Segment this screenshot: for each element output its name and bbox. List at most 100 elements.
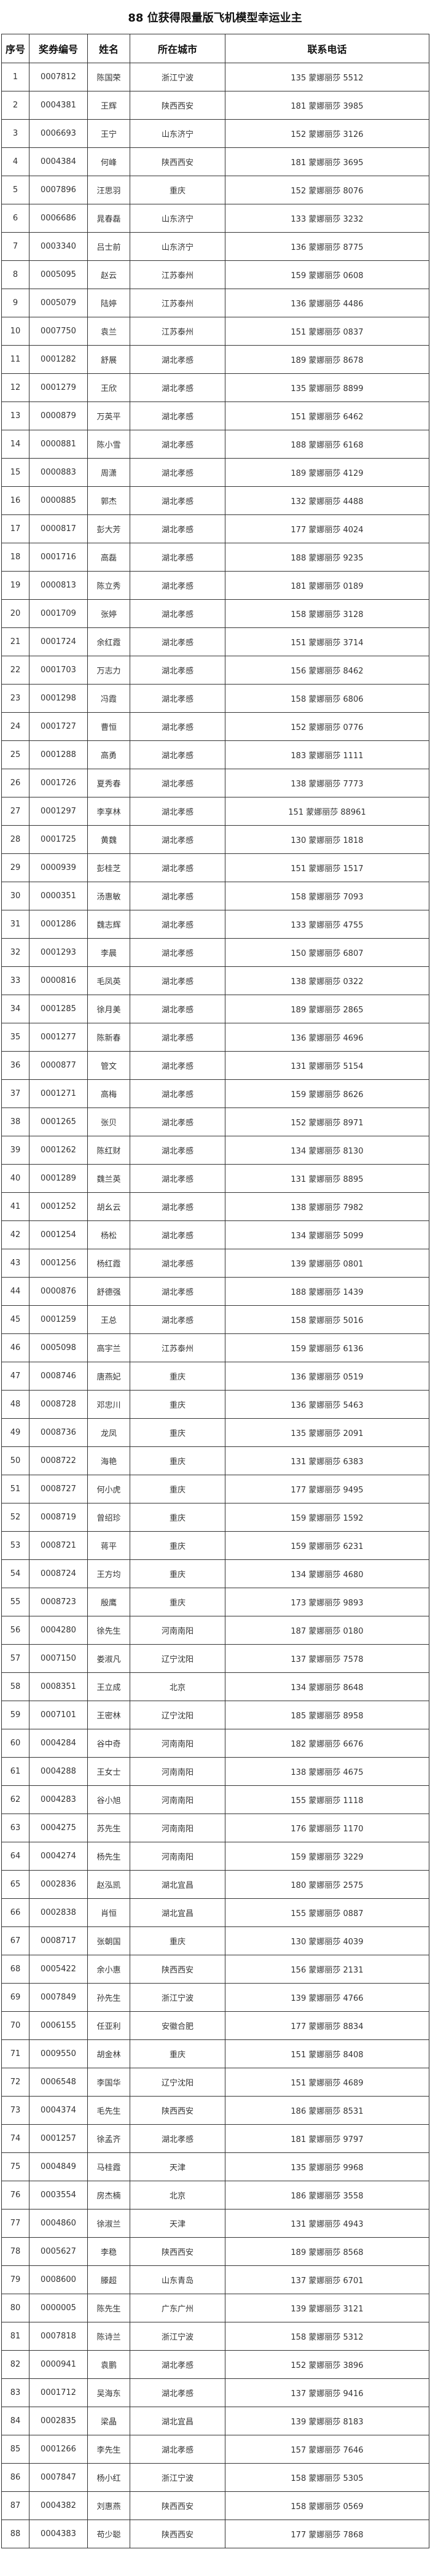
cell-ticket-number: 0001266 bbox=[29, 2435, 88, 2464]
cell-ticket-number: 0004288 bbox=[29, 1757, 88, 1786]
table-row: 21 0001724 余红霞 湖北孝感 151 蒙娜丽莎 3714 bbox=[1, 627, 429, 656]
cell-phone: 158 蒙娜丽莎 3128 bbox=[225, 599, 429, 628]
cell-phone: 189 蒙娜丽莎 2865 bbox=[225, 995, 429, 1023]
table-row: 59 0007101 王密林 辽宁沈阳 185 蒙娜丽莎 8958 bbox=[1, 1701, 429, 1729]
header-phone: 联系电话 bbox=[225, 34, 429, 63]
cell-phone: 135 蒙娜丽莎 5512 bbox=[225, 63, 429, 91]
cell-phone: 155 蒙娜丽莎 1118 bbox=[225, 1785, 429, 1814]
cell-city: 湖北孝感 bbox=[130, 373, 225, 402]
cell-ticket-number: 0009550 bbox=[29, 2039, 88, 2068]
cell-phone: 159 蒙娜丽莎 6231 bbox=[225, 1531, 429, 1560]
cell-city: 重庆 bbox=[130, 1362, 225, 1391]
cell-index: 57 bbox=[1, 1644, 29, 1673]
cell-index: 47 bbox=[1, 1362, 29, 1391]
cell-city: 湖北孝感 bbox=[130, 656, 225, 685]
cell-phone: 134 蒙娜丽莎 8130 bbox=[225, 1136, 429, 1165]
cell-ticket-number: 0004382 bbox=[29, 2491, 88, 2520]
cell-name: 王密林 bbox=[87, 1701, 130, 1729]
cell-phone: 151 蒙娜丽莎 88961 bbox=[225, 797, 429, 826]
cell-ticket-number: 0001254 bbox=[29, 1220, 88, 1249]
cell-city: 江苏泰州 bbox=[130, 289, 225, 317]
cell-name: 王立成 bbox=[87, 1672, 130, 1701]
cell-phone: 159 蒙娜丽莎 6136 bbox=[225, 1333, 429, 1362]
cell-phone: 158 蒙娜丽莎 0569 bbox=[225, 2491, 429, 2520]
cell-index: 41 bbox=[1, 1192, 29, 1221]
cell-city: 湖北孝感 bbox=[130, 402, 225, 430]
cell-phone: 152 蒙娜丽莎 0776 bbox=[225, 712, 429, 741]
cell-ticket-number: 0008746 bbox=[29, 1362, 88, 1391]
cell-city: 天津 bbox=[130, 2152, 225, 2181]
table-row: 52 0008719 曾绍珍 重庆 159 蒙娜丽莎 1592 bbox=[1, 1503, 429, 1532]
page-title: 88 位获得限量版飞机模型幸运业主 bbox=[128, 11, 302, 25]
cell-phone: 151 蒙娜丽莎 1517 bbox=[225, 853, 429, 882]
cell-city: 重庆 bbox=[130, 1926, 225, 1955]
cell-index: 29 bbox=[1, 853, 29, 882]
cell-phone: 156 蒙娜丽莎 8462 bbox=[225, 656, 429, 685]
cell-index: 55 bbox=[1, 1588, 29, 1616]
cell-city: 湖北孝感 bbox=[130, 1192, 225, 1221]
table-row: 64 0004274 杨先生 河南南阳 159 蒙娜丽莎 3229 bbox=[1, 1842, 429, 1871]
cell-ticket-number: 0001285 bbox=[29, 995, 88, 1023]
table-row: 8 0005095 赵云 江苏泰州 159 蒙娜丽莎 0608 bbox=[1, 260, 429, 289]
cell-name: 高梅 bbox=[87, 1079, 130, 1108]
cell-ticket-number: 0001288 bbox=[29, 740, 88, 769]
cell-city: 湖北孝感 bbox=[130, 571, 225, 600]
cell-city: 湖北孝感 bbox=[130, 2435, 225, 2464]
cell-city: 河南南阳 bbox=[130, 1842, 225, 1871]
table-row: 80 0000005 陈先生 广东广州 139 蒙娜丽莎 3121 bbox=[1, 2294, 429, 2322]
cell-index: 1 bbox=[1, 63, 29, 91]
cell-index: 16 bbox=[1, 486, 29, 515]
cell-index: 72 bbox=[1, 2068, 29, 2097]
table-row: 42 0001254 杨松 湖北孝感 134 蒙娜丽莎 5099 bbox=[1, 1220, 429, 1249]
cell-ticket-number: 0001709 bbox=[29, 599, 88, 628]
cell-name: 汤惠敏 bbox=[87, 882, 130, 910]
cell-name: 海艳 bbox=[87, 1446, 130, 1475]
cell-index: 50 bbox=[1, 1446, 29, 1475]
cell-name: 王总 bbox=[87, 1305, 130, 1334]
table-row: 30 0000351 汤惠敏 湖北孝感 158 蒙娜丽莎 7093 bbox=[1, 882, 429, 910]
cell-city: 重庆 bbox=[130, 1503, 225, 1532]
cell-ticket-number: 0001257 bbox=[29, 2124, 88, 2153]
table-row: 63 0004275 苏先生 河南南阳 176 蒙娜丽莎 1170 bbox=[1, 1814, 429, 1842]
cell-ticket-number: 0004283 bbox=[29, 1785, 88, 1814]
cell-name: 汪思羽 bbox=[87, 176, 130, 204]
cell-name: 周潇 bbox=[87, 458, 130, 487]
cell-name: 杨先生 bbox=[87, 1842, 130, 1871]
table-row: 58 0008351 王立成 北京 134 蒙娜丽莎 8648 bbox=[1, 1672, 429, 1701]
cell-ticket-number: 0004274 bbox=[29, 1842, 88, 1871]
cell-index: 13 bbox=[1, 402, 29, 430]
cell-phone: 159 蒙娜丽莎 8626 bbox=[225, 1079, 429, 1108]
cell-phone: 185 蒙娜丽莎 8958 bbox=[225, 1701, 429, 1729]
cell-phone: 130 蒙娜丽莎 4039 bbox=[225, 1926, 429, 1955]
table-row: 14 0000881 陈小雪 湖北孝感 188 蒙娜丽莎 6168 bbox=[1, 430, 429, 459]
cell-ticket-number: 0004384 bbox=[29, 147, 88, 176]
cell-name: 任亚利 bbox=[87, 2011, 130, 2040]
cell-phone: 187 蒙娜丽莎 0180 bbox=[225, 1616, 429, 1645]
cell-city: 湖北孝感 bbox=[130, 486, 225, 515]
cell-city: 陕西西安 bbox=[130, 91, 225, 120]
cell-index: 82 bbox=[1, 2350, 29, 2379]
cell-name: 王欣 bbox=[87, 373, 130, 402]
cell-city: 湖北孝感 bbox=[130, 882, 225, 910]
cell-name: 陈诗兰 bbox=[87, 2322, 130, 2351]
table-row: 37 0001271 高梅 湖北孝感 159 蒙娜丽莎 8626 bbox=[1, 1079, 429, 1108]
cell-phone: 183 蒙娜丽莎 1111 bbox=[225, 740, 429, 769]
table-row: 28 0001725 黄魏 湖北孝感 130 蒙娜丽莎 1818 bbox=[1, 825, 429, 854]
cell-index: 84 bbox=[1, 2407, 29, 2435]
cell-phone: 159 蒙娜丽莎 3229 bbox=[225, 1842, 429, 1871]
cell-ticket-number: 0007750 bbox=[29, 317, 88, 346]
cell-phone: 135 蒙娜丽莎 8899 bbox=[225, 373, 429, 402]
cell-name: 舒展 bbox=[87, 345, 130, 374]
cell-name: 彭桂芝 bbox=[87, 853, 130, 882]
cell-index: 71 bbox=[1, 2039, 29, 2068]
cell-ticket-number: 0005422 bbox=[29, 1955, 88, 1984]
table-row: 57 0007150 娄淑凡 辽宁沈阳 137 蒙娜丽莎 7578 bbox=[1, 1644, 429, 1673]
cell-ticket-number: 0004849 bbox=[29, 2152, 88, 2181]
cell-name: 余小惠 bbox=[87, 1955, 130, 1984]
cell-name: 万志力 bbox=[87, 656, 130, 685]
cell-phone: 134 蒙娜丽莎 5099 bbox=[225, 1220, 429, 1249]
cell-phone: 150 蒙娜丽莎 6807 bbox=[225, 938, 429, 967]
cell-phone: 151 蒙娜丽莎 4689 bbox=[225, 2068, 429, 2097]
cell-name: 李国华 bbox=[87, 2068, 130, 2097]
cell-phone: 186 蒙娜丽莎 3558 bbox=[225, 2181, 429, 2209]
